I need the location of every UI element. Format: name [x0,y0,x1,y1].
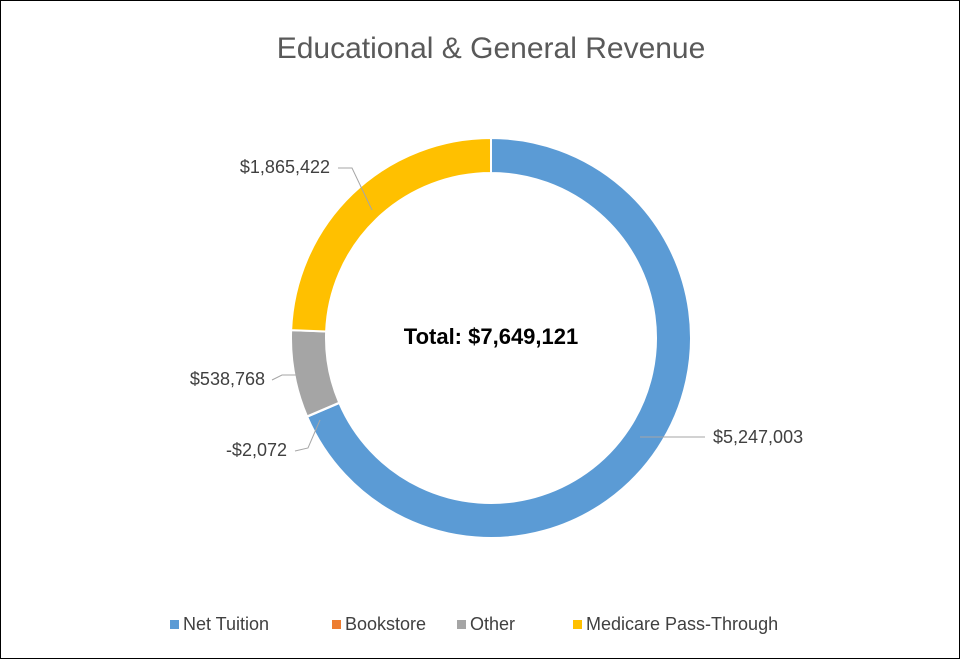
data-label: -$2,072 [226,440,287,460]
leader-line [338,167,373,211]
legend-label: Other [470,614,515,634]
legend-swatch [457,620,466,629]
legend-swatch [573,620,582,629]
legend-swatch [170,620,179,629]
legend-label: Medicare Pass-Through [586,614,778,634]
legend-label: Bookstore [345,614,426,634]
data-label: $1,865,422 [240,157,330,177]
leader-line [271,374,300,381]
data-label: $538,768 [190,369,265,389]
data-label: $5,247,003 [713,427,803,447]
doughnut-slice [290,136,492,333]
legend-label: Net Tuition [183,614,269,634]
chart-title: Educational & General Revenue [277,32,706,65]
center-annotation: Total: $7,649,121 [404,324,578,349]
legend-swatch [332,620,341,629]
leader-line [294,419,321,452]
